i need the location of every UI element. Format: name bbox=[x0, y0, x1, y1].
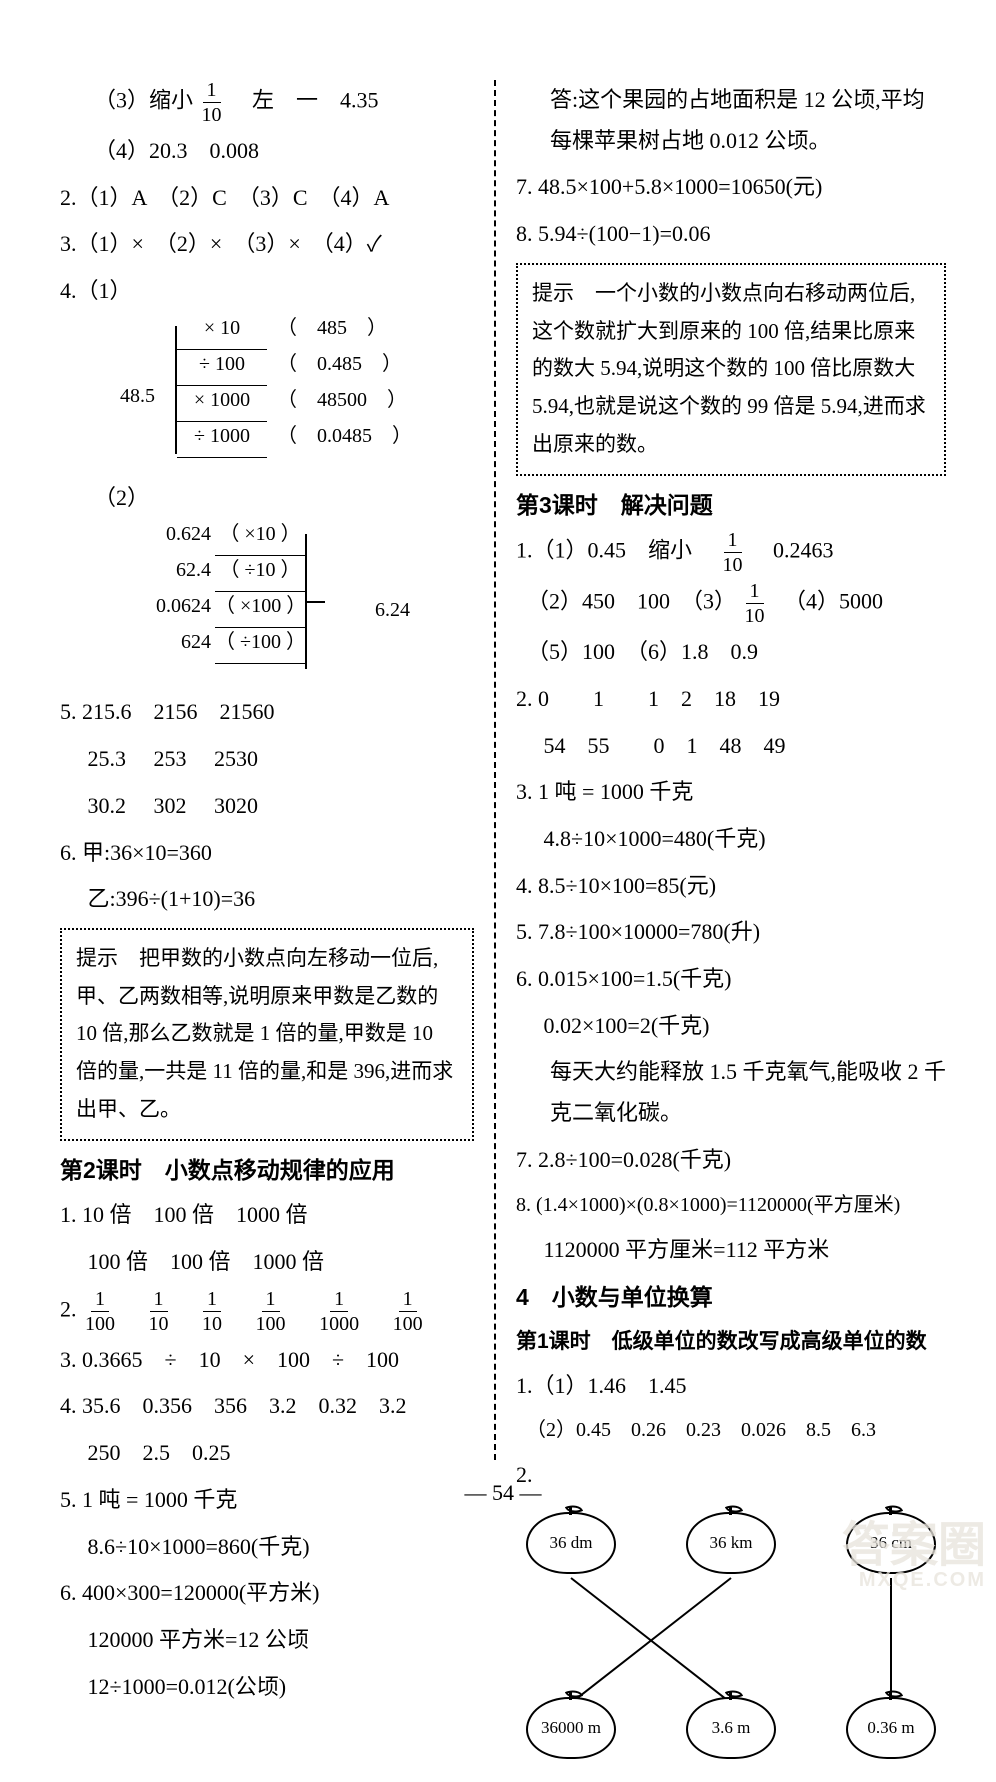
text-line: 2. bbox=[516, 1455, 946, 1496]
text-line: 12÷1000=0.012(公顷) bbox=[60, 1667, 474, 1708]
watermark-sub: MXQE.COM bbox=[842, 1570, 986, 1590]
text-line: 1120000 平方厘米=112 平方米 bbox=[516, 1230, 946, 1271]
apple-node: 0.36 m bbox=[846, 1697, 936, 1767]
text-line: 4.8÷10×1000=480(千克) bbox=[516, 819, 946, 860]
text-line: 54 55 0 1 48 49 bbox=[516, 726, 946, 767]
text-line: 1.（1）0.45 缩小 110 0.2463 bbox=[516, 530, 946, 575]
section-heading: 第2课时 小数点移动规律的应用 bbox=[60, 1149, 474, 1192]
match-line bbox=[570, 1577, 725, 1699]
text-line: 8. (1.4×1000)×(0.8×1000)=1120000(平方厘米) bbox=[516, 1187, 946, 1224]
text-line: 4. 8.5÷10×100=85(元) bbox=[516, 866, 946, 907]
text-line: 1.（1）1.46 1.45 bbox=[516, 1366, 946, 1407]
tree-root: 48.5 bbox=[120, 378, 155, 415]
text-line: （4）20.3 0.008 bbox=[60, 131, 474, 172]
text-line: 25.3 253 2530 bbox=[60, 739, 474, 780]
text-line: （3）缩小 1 10 左 一 4.35 bbox=[60, 80, 474, 125]
text-line: 2. 1100 110 110 1100 11000 1100 bbox=[60, 1289, 474, 1334]
text-line: 7. 2.8÷100=0.028(千克) bbox=[516, 1140, 946, 1181]
tree-diagram-2: 6.24 0.624（ ×10 ） 62.4（ ÷10 ） 0.0624（ ×1… bbox=[100, 524, 440, 684]
text-line: 250 2.5 0.25 bbox=[60, 1433, 474, 1474]
text-line: 答:这个果园的占地面积是 12 公顷,平均每棵苹果树占地 0.012 公顷。 bbox=[516, 80, 946, 161]
section-heading: 第1课时 低级单位的数改写成高级单位的数 bbox=[516, 1323, 946, 1362]
match-line bbox=[577, 1577, 732, 1699]
fraction: 1 10 bbox=[202, 80, 222, 125]
right-column: 答:这个果园的占地面积是 12 公顷,平均每棵苹果树占地 0.012 公顷。 7… bbox=[516, 80, 946, 1460]
apple-node: 36000 m bbox=[526, 1697, 616, 1767]
hint-box: 提示 一个小数的小数点向右移动两位后,这个数就扩大到原来的 100 倍,结果比原… bbox=[516, 263, 946, 476]
page-container: （3）缩小 1 10 左 一 4.35 （4）20.3 0.008 2.（1）A… bbox=[60, 80, 946, 1460]
watermark-main: 答案圈 bbox=[842, 1522, 986, 1570]
text-line: 4. 35.6 0.356 356 3.2 0.32 3.2 bbox=[60, 1386, 474, 1427]
text-line: 100 倍 100 倍 1000 倍 bbox=[60, 1242, 474, 1283]
text-line: 3.（1）× （2）× （3）× （4）✓ bbox=[60, 224, 474, 265]
text-line: 2. 0 1 1 2 18 19 bbox=[516, 679, 946, 720]
text: 2. bbox=[60, 1296, 82, 1321]
text-line: 6. 甲:36×10=360 bbox=[60, 833, 474, 874]
text-line: 120000 平方米=12 公顷 bbox=[60, 1620, 474, 1661]
section-heading: 4 小数与单位换算 bbox=[516, 1276, 946, 1319]
hint-box: 提示 把甲数的小数点向左移动一位后,甲、乙两数相等,说明原来甲数是乙数的 10 … bbox=[60, 928, 474, 1141]
text-line: 0.02×100=2(千克) bbox=[516, 1006, 946, 1047]
text: （3）缩小 bbox=[94, 88, 193, 113]
tree-diagram-1: 48.5 × 10（ 485 ） ÷ 100（ 0.485 ） × 1000（ … bbox=[120, 318, 460, 468]
left-column: （3）缩小 1 10 左 一 4.35 （4）20.3 0.008 2.（1）A… bbox=[60, 80, 474, 1460]
text-line: 6. 400×300=120000(平方米) bbox=[60, 1573, 474, 1614]
apple-node: 3.6 m bbox=[686, 1697, 776, 1767]
match-line bbox=[890, 1578, 892, 1698]
text-line: 30.2 302 3020 bbox=[60, 786, 474, 827]
text: 左 一 4.35 bbox=[230, 88, 379, 113]
text-line: 3. 0.3665 ÷ 10 × 100 ÷ 100 bbox=[60, 1340, 474, 1381]
text-line: 8.6÷10×1000=860(千克) bbox=[60, 1527, 474, 1568]
tree-connector bbox=[307, 601, 325, 603]
section-heading: 第3课时 解决问题 bbox=[516, 484, 946, 527]
tree-root: 6.24 bbox=[375, 592, 410, 629]
text-line: 5. 7.8÷100×10000=780(升) bbox=[516, 912, 946, 953]
text-line: （2）0.45 0.26 0.23 0.026 8.5 6.3 bbox=[516, 1412, 946, 1449]
text-line: 每天大约能释放 1.5 千克氧气,能吸收 2 千克二氧化碳。 bbox=[516, 1052, 946, 1133]
text-line: 5. 1 吨 = 1000 千克 bbox=[60, 1480, 474, 1521]
text-line: 8. 5.94÷(100−1)=0.06 bbox=[516, 214, 946, 255]
text-line: 4.（1） bbox=[60, 271, 474, 312]
text-line: （5）100 （6）1.8 0.9 bbox=[516, 632, 946, 673]
watermark: 答案圈 MXQE.COM bbox=[842, 1522, 986, 1590]
text-line: （2） bbox=[60, 478, 474, 519]
text-line: 乙:396÷(1+10)=36 bbox=[60, 879, 474, 920]
text-line: 1. 10 倍 100 倍 1000 倍 bbox=[60, 1195, 474, 1236]
apple-node: 36 dm bbox=[526, 1512, 616, 1582]
text-line: 6. 0.015×100=1.5(千克) bbox=[516, 959, 946, 1000]
text-line: 2.（1）A （2）C （3）C （4）A bbox=[60, 178, 474, 219]
text-line: 7. 48.5×100+5.8×1000=10650(元) bbox=[516, 167, 946, 208]
column-divider bbox=[494, 80, 496, 1460]
apple-node: 36 km bbox=[686, 1512, 776, 1582]
text-line: 3. 1 吨 = 1000 千克 bbox=[516, 772, 946, 813]
text-line: （2）450 100 （3） 110 （4）5000 bbox=[516, 581, 946, 626]
text-line: 5. 215.6 2156 21560 bbox=[60, 692, 474, 733]
